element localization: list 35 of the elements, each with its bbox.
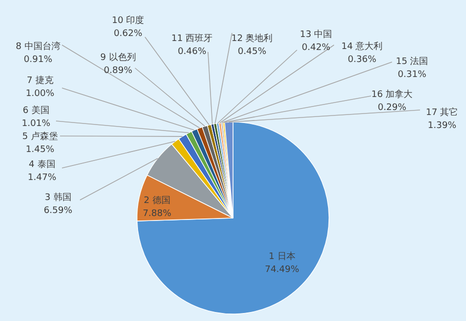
data-label: 0.29% <box>378 103 407 113</box>
data-label: 0.46% <box>178 47 207 57</box>
pie-slice <box>136 122 330 314</box>
data-label: 0.91% <box>24 55 53 65</box>
data-label: 1.47% <box>28 173 57 183</box>
slice-label: 13 中国 <box>300 29 332 40</box>
slice-label: 17 其它 <box>426 107 458 118</box>
slice-label: 1 日本 <box>268 251 296 262</box>
slice-label: 2 德国 <box>144 195 170 206</box>
data-label: 0.45% <box>238 47 267 57</box>
slice-label: 15 法国 <box>396 56 428 67</box>
slice-label: 9 以色列 <box>100 52 136 63</box>
data-label: 0.42% <box>302 43 331 53</box>
data-label: 74.49% <box>264 265 300 275</box>
slice-label: 12 奥地利 <box>231 33 273 44</box>
data-label: 1.01% <box>22 119 51 129</box>
slice-label: 3 韩国 <box>44 192 72 203</box>
data-label: 0.62% <box>114 29 143 39</box>
slice-label: 16 加拿大 <box>371 89 413 100</box>
data-label: 1.00% <box>26 89 55 99</box>
slice-label: 8 中国台湾 <box>16 41 60 52</box>
data-label: 7.88% <box>142 209 172 219</box>
slice-label: 6 美国 <box>22 105 50 116</box>
slice-label: 11 西班牙 <box>171 33 213 44</box>
data-label: 1.45% <box>26 145 55 155</box>
slice-label: 7 捷克 <box>26 75 54 86</box>
slice-label: 14 意大利 <box>341 41 383 52</box>
data-label: 0.89% <box>104 66 133 76</box>
slice-label: 10 印度 <box>112 15 144 26</box>
slice-label: 5 卢森堡 <box>22 131 58 142</box>
data-label: 1.39% <box>428 121 457 131</box>
data-label: 0.36% <box>348 55 377 65</box>
slice-label: 4 泰国 <box>28 159 56 170</box>
data-label: 0.31% <box>398 70 427 80</box>
data-label: 6.59% <box>44 206 73 216</box>
